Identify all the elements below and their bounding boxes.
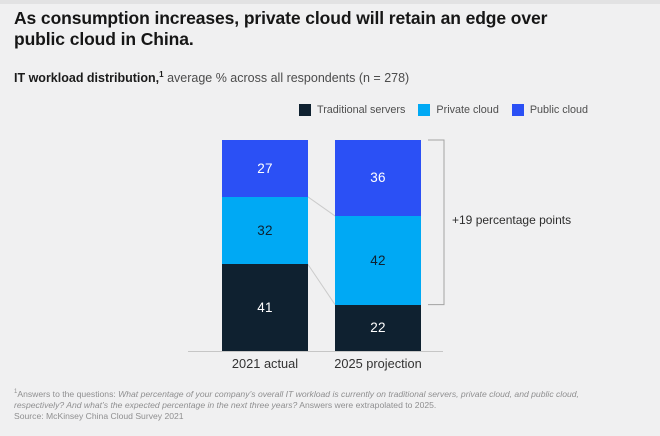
footnote: 1Answers to the questions: What percenta… [14,387,652,422]
category-label: 2021 actual [231,356,299,371]
chart-subtitle: IT workload distribution,1 average % acr… [14,67,644,86]
legend-swatch [299,103,311,116]
legend-swatch [418,103,431,116]
legend-item-public-cloud: Public cloud [511,103,589,116]
bar-segment-traditional-servers: 41 [222,264,308,351]
stacked-bar-2025-projection: 36 42 22 [335,140,421,351]
footnote-line-2: respectively? And what’s the expected pe… [14,400,652,411]
legend-item-private-cloud: Private cloud [418,103,499,116]
footnote-question-part1: What percentage of your company’s overal… [118,388,579,399]
legend-swatch [511,103,524,116]
bracket-annotation: +19 percentage points [452,213,572,227]
chart-legend: Traditional servers Private cloud Public c… [299,102,588,117]
legend-item-traditional-servers: Traditional servers [299,103,406,116]
subtitle-rest: average % across all respondents (n = 27… [163,71,410,86]
footnote-marker: 1 [14,389,18,395]
footnote-line-1: 1Answers to the questions: What percenta… [14,387,652,400]
top-strip [0,0,660,4]
stacked-bar-2021-actual: 27 32 41 [222,140,308,351]
footnote-prefix: Answers to the questions: [17,388,119,399]
subtitle-bold: IT workload distribution, [14,71,160,86]
footnote-suffix: Answers were extrapolated to 2025. [297,399,437,410]
bar-segment-private-cloud: 32 [222,196,308,265]
segment-value-label: 27 [257,160,273,176]
category-label: 2025 projection [334,356,422,371]
footnote-question-part2: respectively? And what’s the expected pe… [14,399,298,410]
subtitle-footnote-marker: 1 [159,70,164,79]
page-title: As consumption increases, private cloud … [14,8,634,50]
title-line-1: As consumption increases, private cloud … [14,8,548,28]
bar-segment-public-cloud: 27 [222,140,308,197]
segment-value-label: 32 [257,223,273,239]
footnote-source: Source: McKinsey China Cloud Survey 2021 [14,410,184,421]
title-line-2: public cloud in China. [14,29,194,49]
legend-label: Public cloud [529,103,589,116]
segment-value-label: 22 [370,320,386,336]
bar-segment-traditional-servers: 22 [335,304,421,351]
bar-segment-public-cloud: 36 [335,140,421,216]
legend-label: Private cloud [436,103,499,116]
legend-label: Traditional servers [317,103,406,116]
bar-segment-private-cloud: 42 [335,215,421,305]
segment-value-label: 42 [370,252,386,268]
segment-value-label: 36 [370,170,386,186]
segment-value-label: 41 [257,300,273,316]
